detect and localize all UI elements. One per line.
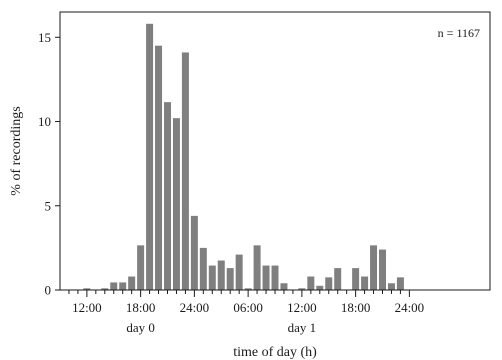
bar [396,277,404,290]
y-axis-ticks: 0 5 10 15 [38,30,60,298]
day-label: day 0 [126,320,155,335]
bar [83,288,91,290]
bar [208,265,216,290]
bar [298,288,306,290]
x-tick-label: 18:00 [126,300,156,315]
bar [199,247,207,290]
x-tick-label: 06:00 [233,300,263,315]
y-tick-label: 10 [38,114,51,129]
x-axis-label: time of day (h) [233,345,317,360]
x-tick-label: 12:00 [72,300,102,315]
bar [101,288,109,290]
y-tick-label: 5 [45,198,52,213]
plot-frame [59,11,491,291]
x-axis-ticks: 12:00 18:00 24:00 06:00 12:00 18:00 24:00 day 0… [68,290,425,335]
bar [334,268,342,290]
bar [217,260,225,290]
bar [280,283,288,290]
bar [235,254,243,290]
bar [361,276,369,290]
bar [137,245,145,290]
bar [164,102,171,290]
y-axis-label: % of recordings [9,106,24,195]
bar [181,52,189,290]
bar [244,288,252,290]
x-tick-label: 24:00 [395,300,425,315]
bar [172,118,180,291]
bar [370,245,378,290]
bars-group [83,23,404,291]
bar [155,45,163,291]
bar [119,282,127,290]
y-tick-label: 15 [38,30,51,45]
bar [128,276,136,290]
x-tick-label: 24:00 [180,300,210,315]
bar [325,277,333,290]
bar [253,245,261,290]
bar [316,285,324,290]
bar [387,283,395,290]
sample-size-annotation: n = 1167 [438,26,480,40]
x-tick-label: 12:00 [287,300,317,315]
y-tick-label: 0 [45,283,52,298]
bar [379,249,386,290]
x-tick-label: 18:00 [341,300,371,315]
bar [307,276,315,290]
bar [110,282,118,290]
bar [146,23,154,290]
bar [226,268,234,290]
bar [190,215,198,290]
bar [271,265,279,290]
day-label: day 1 [288,320,317,335]
bar [262,265,270,290]
bar [352,268,360,290]
